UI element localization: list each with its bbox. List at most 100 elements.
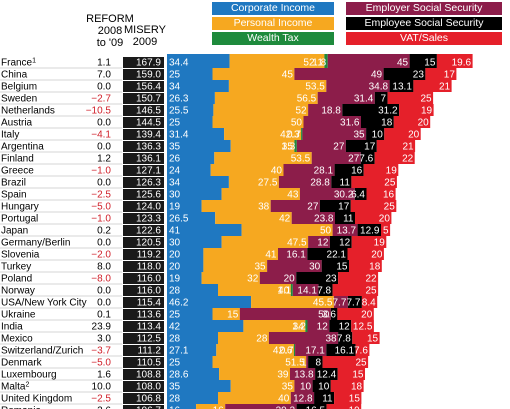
misery-header-line1: MISERY xyxy=(124,24,166,36)
segment-label-vat-sales: 12.5 xyxy=(353,322,373,333)
reform-value-denmark: −5.0 xyxy=(91,358,111,369)
country-label-denmark: Denmark xyxy=(1,358,43,369)
segment-label-vat-sales: 19 xyxy=(421,106,433,117)
reform-value-belgium: 0.0 xyxy=(97,82,111,93)
country-label-united-kingdom: United Kingdom xyxy=(1,394,72,405)
segment-label-employer-social-security: 18.8 xyxy=(321,106,341,117)
segment-label-wealth-tax: 0.7 xyxy=(287,130,301,141)
segment-label-personal-income: 16 xyxy=(213,406,225,409)
series-band-corporate-income xyxy=(167,54,252,409)
segment-label-employer-social-security: 50 xyxy=(318,310,330,321)
segment-label-employee-social-security: 23 xyxy=(325,274,337,285)
reform-value-portugal: −1.0 xyxy=(91,214,111,225)
segment-label-employee-social-security: 15 xyxy=(336,262,348,273)
misery-value-romania: 106.7 xyxy=(136,406,161,409)
segment-label-corporate-income: 35 xyxy=(169,142,181,153)
segment-label-employer-social-security: 31.6 xyxy=(340,118,360,129)
country-label-austria: Austria xyxy=(1,118,33,129)
segment-label-employer-social-security: 27 xyxy=(333,142,345,153)
segment-label-vat-sales: 25 xyxy=(384,202,396,213)
segment-label-vat-sales: 19 xyxy=(349,406,361,409)
segment-label-employee-social-security: 31.2 xyxy=(378,106,398,117)
series-band-employee-social-security xyxy=(296,54,437,409)
segment-label-corporate-income: 30 xyxy=(169,238,181,249)
segment-label-corporate-income: 41 xyxy=(169,226,181,237)
misery-value-china: 159.0 xyxy=(136,70,161,81)
segment-label-employer-social-security: 34.8 xyxy=(369,82,389,93)
segment-label-personal-income: 50 xyxy=(291,118,303,129)
reform-value-china: 7.0 xyxy=(97,70,111,81)
segment-label-vat-sales: 15 xyxy=(349,394,361,405)
segment-label-employer-social-security: 31.4 xyxy=(354,94,374,105)
segment-label-personal-income: 52 xyxy=(295,106,307,117)
segment-label-corporate-income: 26 xyxy=(169,154,181,165)
segment-label-employer-social-security: 13.8 xyxy=(294,370,314,381)
reform-value-turkey: 8.0 xyxy=(97,262,111,273)
segment-label-corporate-income: 28 xyxy=(169,286,181,297)
country-label-poland: Poland xyxy=(1,274,32,285)
legend-employer-social-security: Employer Social Security xyxy=(346,2,502,15)
segment-label-personal-income: 39 xyxy=(277,370,289,381)
misery-value-switzerland-zurich: 111.2 xyxy=(137,346,161,357)
reform-value-luxembourg: 1.6 xyxy=(97,370,111,381)
misery-cell-brazil xyxy=(123,177,164,188)
misery-cell-greece xyxy=(123,165,164,176)
misery-cell-poland xyxy=(123,273,164,284)
segment-label-vat-sales: 25 xyxy=(355,358,367,369)
segment-label-employer-social-security: 16.1 xyxy=(286,250,306,261)
segment-label-corporate-income: 25 xyxy=(169,358,181,369)
segment-label-vat-sales: 19 xyxy=(374,238,386,249)
segment-label-corporate-income: 25 xyxy=(169,70,181,81)
segment-label-employee-social-security: 23 xyxy=(413,70,425,81)
segment-label-employer-social-security: 12 xyxy=(317,238,329,249)
reform-value-hungary: −5.0 xyxy=(91,202,111,213)
segment-label-corporate-income: 28 xyxy=(169,334,181,345)
segment-label-employer-social-security: 45 xyxy=(397,58,409,69)
segment-label-corporate-income: 26.3 xyxy=(169,94,189,105)
segment-label-employee-social-security: 16 xyxy=(351,166,363,177)
reform-value-malta: 10.0 xyxy=(92,382,112,393)
reform-value-brazil: 0.0 xyxy=(97,178,111,189)
segment-label-employee-social-security: 22.1 xyxy=(327,250,347,261)
country-label-hungary: Hungary xyxy=(1,202,39,213)
misery-cell-finland xyxy=(123,153,164,164)
segment-label-corporate-income: 27.1 xyxy=(169,346,189,357)
segment-label-personal-income: 45.5 xyxy=(313,298,333,309)
series-band-employer-social-security xyxy=(225,54,410,409)
segment-label-employer-social-security: 13.7 xyxy=(337,226,357,237)
misery-cell-switzerland-zurich xyxy=(123,345,164,356)
misery-cell-turkey xyxy=(123,261,164,272)
segment-label-personal-income: 53.5 xyxy=(291,154,311,165)
country-label-slovenia: Slovenia xyxy=(1,250,40,261)
reform-value-japan: 0.2 xyxy=(97,226,111,237)
reform-value-ukraine: 0.1 xyxy=(97,310,111,321)
segment-label-employer-social-security: 28.8 xyxy=(310,178,330,189)
misery-value-portugal: 123.3 xyxy=(136,214,161,225)
segment-label-employer-social-security: 17.1 xyxy=(305,346,325,357)
misery-value-india: 113.4 xyxy=(137,322,162,333)
segment-label-vat-sales: 15 xyxy=(367,334,379,345)
reform-value-romania: 2.6 xyxy=(97,406,111,409)
segment-label-vat-sales: 18 xyxy=(369,262,381,273)
segment-label-employee-social-security: 18 xyxy=(381,118,393,129)
segment-label-employee-social-security: 12 xyxy=(339,238,351,249)
segment-label-wealth-tax: 1.1 xyxy=(277,286,291,297)
misery-cell-argentina xyxy=(123,141,164,152)
segment-label-vat-sales: 5 xyxy=(383,226,389,237)
segment-label-vat-sales: 25 xyxy=(420,94,432,105)
segment-label-employee-social-security: 10 xyxy=(372,130,384,141)
misery-cell-japan xyxy=(123,225,164,236)
segment-label-vat-sales: 19.6 xyxy=(452,58,472,69)
legend-vat-sales: VAT/Sales xyxy=(346,32,502,45)
segment-label-corporate-income: 34.4 xyxy=(169,58,189,69)
misery-cell-luxembourg xyxy=(123,369,164,380)
segment-label-vat-sales: 19 xyxy=(386,166,398,177)
segment-label-employer-social-security: 39.2 xyxy=(276,406,296,409)
reform-value-mexico: 3.0 xyxy=(97,334,111,345)
misery-header-line2: 2009 xyxy=(132,36,158,48)
legend-wealth-tax: Wealth Tax xyxy=(212,32,334,45)
misery-value-denmark: 110.5 xyxy=(137,358,162,369)
misery-cell-norway xyxy=(123,285,164,296)
misery-value-brazil: 126.3 xyxy=(136,178,161,189)
segment-label-vat-sales: 7.6 xyxy=(354,346,368,357)
